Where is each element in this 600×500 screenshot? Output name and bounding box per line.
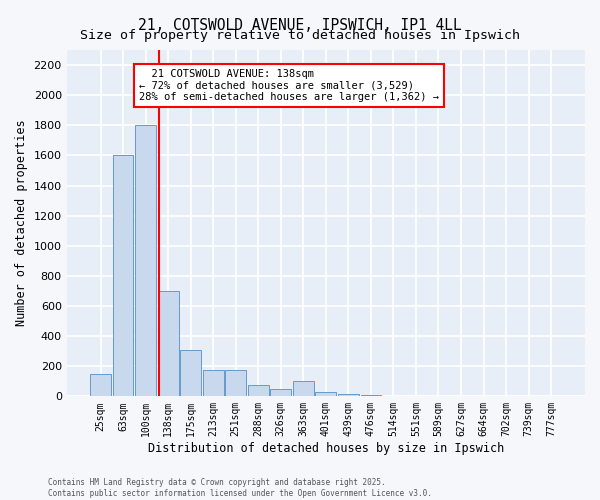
Y-axis label: Number of detached properties: Number of detached properties <box>15 120 28 326</box>
Bar <box>226 370 246 396</box>
Bar <box>248 385 269 396</box>
Bar <box>316 392 336 396</box>
Bar <box>158 291 179 397</box>
Bar <box>271 389 291 396</box>
Bar <box>361 395 381 396</box>
Text: 21, COTSWOLD AVENUE, IPSWICH, IP1 4LL: 21, COTSWOLD AVENUE, IPSWICH, IP1 4LL <box>138 18 462 32</box>
Text: Contains HM Land Registry data © Crown copyright and database right 2025.
Contai: Contains HM Land Registry data © Crown c… <box>48 478 432 498</box>
Bar <box>203 370 224 396</box>
Bar <box>338 394 359 396</box>
Bar <box>135 126 156 396</box>
Bar <box>293 382 314 396</box>
Text: 21 COTSWOLD AVENUE: 138sqm
← 72% of detached houses are smaller (3,529)
28% of s: 21 COTSWOLD AVENUE: 138sqm ← 72% of deta… <box>139 69 439 102</box>
X-axis label: Distribution of detached houses by size in Ipswich: Distribution of detached houses by size … <box>148 442 504 455</box>
Bar <box>113 156 133 396</box>
Text: Size of property relative to detached houses in Ipswich: Size of property relative to detached ho… <box>80 29 520 42</box>
Bar <box>181 350 201 397</box>
Bar <box>90 374 111 396</box>
